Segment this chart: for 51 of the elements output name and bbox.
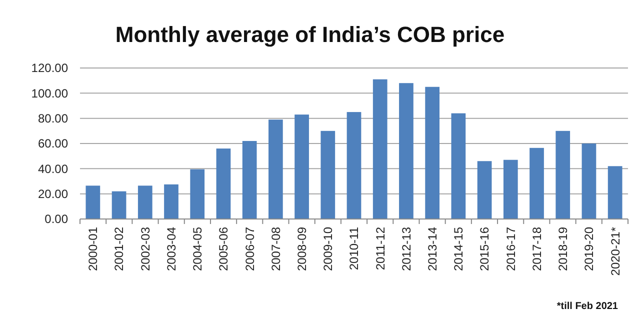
chart-title: Monthly average of India’s COB price <box>115 22 505 47</box>
x-tick-label: 2005-06 <box>216 226 231 272</box>
bar <box>346 112 362 219</box>
bar <box>503 160 518 219</box>
bar <box>294 114 309 219</box>
bar <box>451 113 466 219</box>
bar <box>242 140 257 219</box>
bar <box>530 148 544 219</box>
x-tick-label: 2003-04 <box>164 226 178 272</box>
x-tick-label: 2008-09 <box>294 226 309 272</box>
x-tick-label: 2013-14 <box>426 226 440 272</box>
bar <box>216 148 231 219</box>
bar <box>268 120 283 219</box>
x-tick-label: 2019-20 <box>582 226 596 272</box>
bar <box>112 191 126 219</box>
bar <box>372 79 388 219</box>
x-tick-label: 2017-18 <box>530 226 544 272</box>
y-tick-label: 40.00 <box>38 162 68 176</box>
text: *till Feb 2021 <box>556 301 618 312</box>
bar <box>138 186 152 219</box>
x-tick-label: 2016-17 <box>504 226 518 272</box>
bar <box>608 166 622 219</box>
y-tick-label: 60.00 <box>38 136 68 151</box>
bar <box>399 83 414 219</box>
y-tick-label: 100.00 <box>31 86 68 100</box>
x-tick-label: 2007-08 <box>268 226 283 272</box>
x-tick-label: 2006-07 <box>242 226 257 272</box>
y-tick-label: 120.00 <box>31 61 68 76</box>
y-tick-label: 80.00 <box>38 112 68 126</box>
bar <box>190 169 205 219</box>
x-tick-label: 2010-11 <box>347 226 362 270</box>
x-tick-label: 2009-10 <box>321 226 336 272</box>
x-tick-label: 2020-21* <box>608 226 622 276</box>
x-tick-label: 2012-13 <box>399 226 414 272</box>
x-tick-label: 2001-02 <box>112 226 126 272</box>
y-tick-label: 20.00 <box>38 187 68 202</box>
x-tick-label: 2004-05 <box>190 226 205 272</box>
x-tick-label: 2002-03 <box>138 226 152 272</box>
x-tick-label: 2014-15 <box>452 226 466 272</box>
bar <box>556 130 570 219</box>
bar <box>425 86 440 219</box>
bar <box>320 130 336 219</box>
bar <box>477 161 492 219</box>
x-tick-label: 2011-12 <box>373 226 388 270</box>
y-tick-label: 0.00 <box>44 212 68 226</box>
x-tick-label: 2000-01 <box>86 226 100 272</box>
x-tick-label: 2015-16 <box>478 226 492 272</box>
bar <box>164 184 178 219</box>
x-tick-label: 2018-19 <box>556 226 570 272</box>
bar <box>86 186 100 219</box>
bar <box>582 144 596 219</box>
